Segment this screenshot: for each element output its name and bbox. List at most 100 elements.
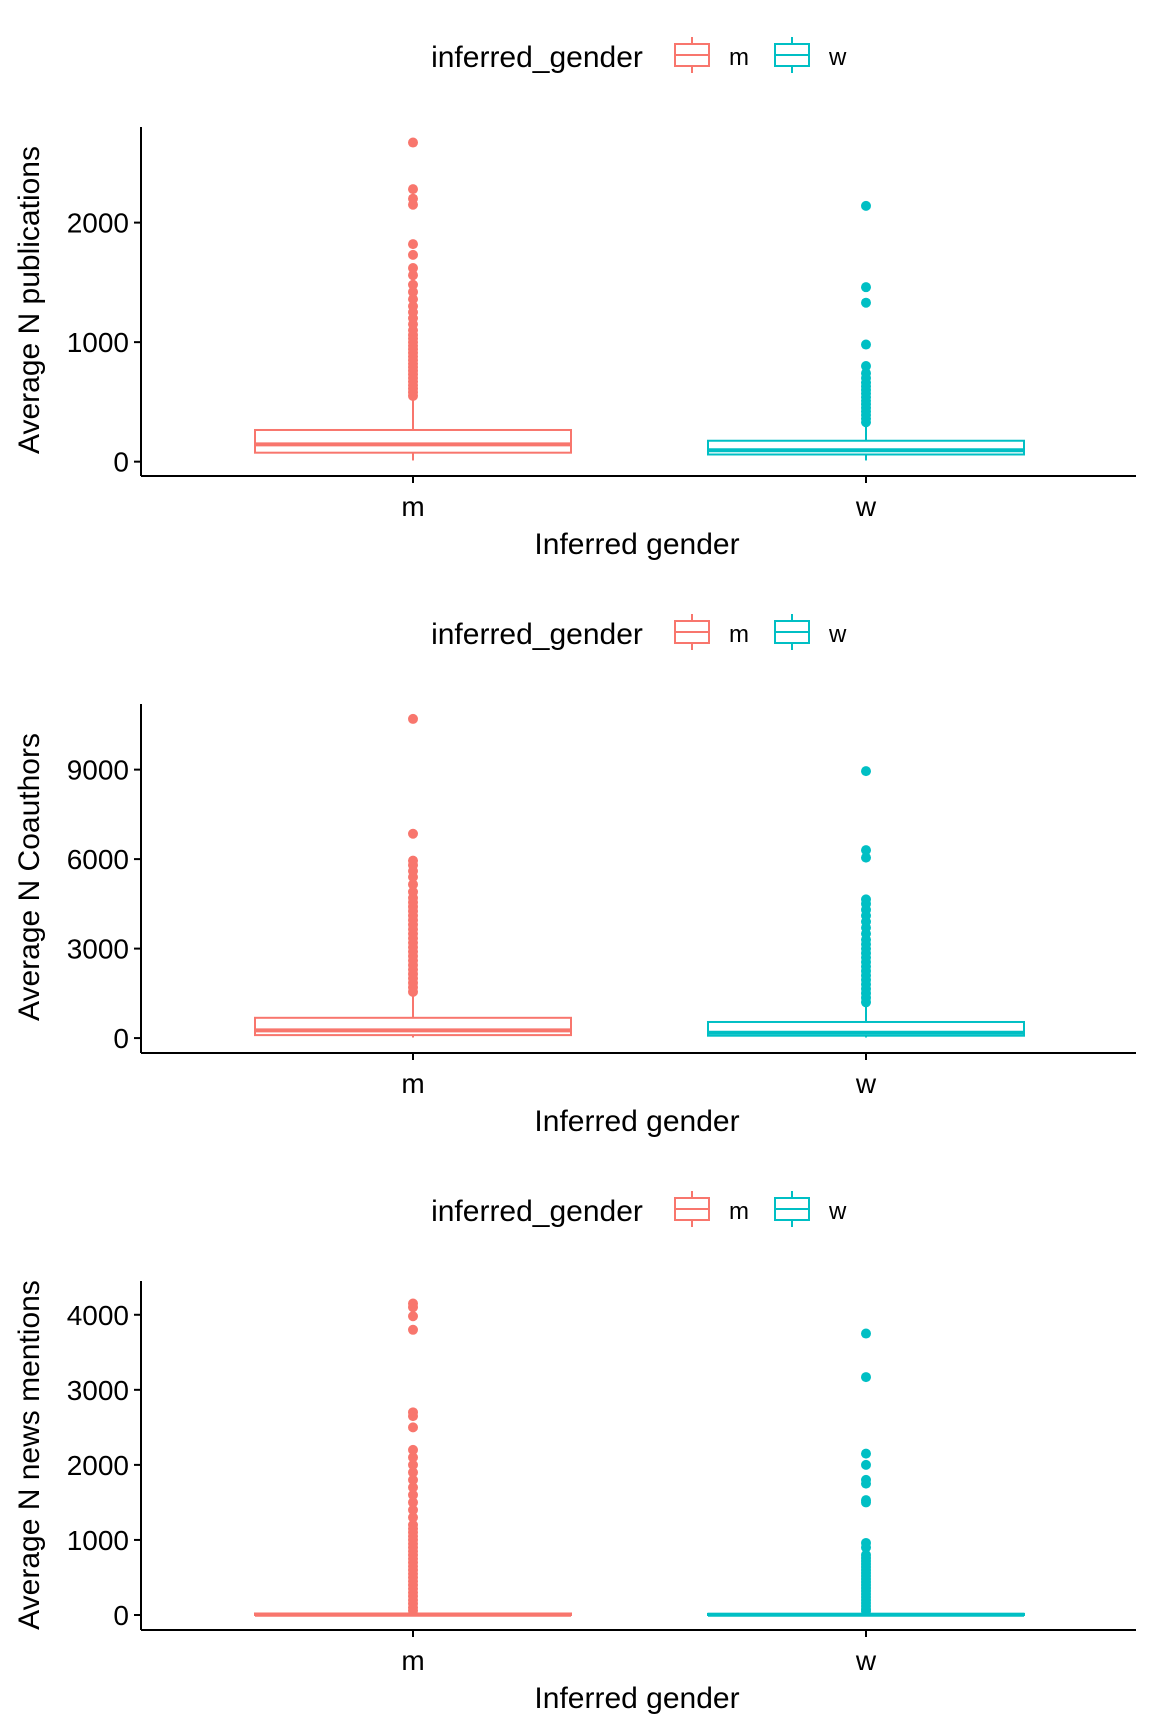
- outlier-point: [408, 1497, 418, 1508]
- outlier-point: [408, 828, 418, 839]
- outlier-point: [408, 263, 418, 274]
- outlier-point: [408, 239, 418, 250]
- legend: inferred_gender m w: [431, 1191, 847, 1228]
- y-axis-title: Average N publications: [13, 146, 46, 454]
- outlier-point: [408, 1512, 418, 1523]
- outlier-point: [408, 1467, 418, 1478]
- box-iqr: [254, 428, 572, 454]
- x-tick-label: w: [855, 1645, 877, 1676]
- box-m: [254, 1298, 572, 1617]
- x-tick-label: w: [855, 491, 877, 522]
- outlier-point: [861, 282, 871, 293]
- plot-area: 0 1000 2000 m w: [67, 127, 1136, 522]
- legend-title: inferred_gender: [431, 618, 643, 651]
- outlier-point: [408, 294, 418, 305]
- outlier-point: [408, 1452, 418, 1463]
- y-tick-label: 1000: [67, 327, 129, 358]
- legend-title: inferred_gender: [431, 41, 643, 74]
- box-iqr: [707, 439, 1025, 456]
- legend-label-w: w: [828, 1198, 847, 1225]
- outlier-point: [408, 1504, 418, 1515]
- legend-key-m: [674, 614, 710, 650]
- outlier-point: [408, 1482, 418, 1493]
- outlier-point: [408, 249, 418, 260]
- outlier-point: [408, 1444, 418, 1455]
- outlier-point: [408, 713, 418, 724]
- x-tick-label: m: [401, 1645, 424, 1676]
- y-tick-label: 4000: [67, 1300, 129, 1331]
- panel-publications: inferred_gender m w 0 1000 2000 m w Inferred…: [13, 37, 1136, 561]
- outlier-point: [408, 270, 418, 281]
- box-m: [254, 137, 572, 461]
- legend-key-w: [774, 1191, 810, 1227]
- outlier-point: [408, 279, 418, 290]
- legend-label-m: m: [729, 1198, 749, 1225]
- outlier-point: [408, 301, 418, 312]
- outlier-point: [861, 368, 871, 379]
- outlier-point: [408, 879, 418, 890]
- outlier-point: [861, 1459, 871, 1470]
- outlier-point: [408, 1519, 418, 1530]
- outlier-point: [408, 1311, 418, 1322]
- outlier-point: [861, 1328, 871, 1339]
- outlier-point: [408, 1422, 418, 1433]
- outlier-point: [861, 852, 871, 863]
- x-axis-title: Inferred gender: [534, 1105, 739, 1138]
- box-w: [707, 1328, 1025, 1617]
- plot-area: 0 3000 6000 9000 m w: [67, 704, 1136, 1099]
- y-tick-label: 9000: [67, 755, 129, 786]
- y-axis-title: Average N Coauthors: [13, 733, 46, 1021]
- outlier-point: [861, 766, 871, 777]
- outlier-point: [408, 1459, 418, 1470]
- outlier-point: [861, 1448, 871, 1459]
- outlier-point: [408, 286, 418, 297]
- legend-label-w: w: [828, 44, 847, 71]
- outlier-point: [408, 1489, 418, 1500]
- legend-label-w: w: [828, 621, 847, 648]
- x-tick-label: w: [855, 1068, 877, 1099]
- outlier-point: [408, 137, 418, 148]
- outlier-point: [408, 193, 418, 204]
- outlier-point: [861, 361, 871, 372]
- legend-key-w: [774, 614, 810, 650]
- y-tick-label: 0: [113, 447, 129, 478]
- y-tick-label: 3000: [67, 934, 129, 965]
- y-tick-label: 3000: [67, 1375, 129, 1406]
- outlier-point: [861, 1474, 871, 1485]
- legend-key-m: [674, 1191, 710, 1227]
- x-tick-label: m: [401, 491, 424, 522]
- y-tick-label: 2000: [67, 1450, 129, 1481]
- y-tick-label: 0: [113, 1023, 129, 1054]
- legend: inferred_gender m w: [431, 37, 847, 74]
- panel-coauthors: inferred_gender m w 0 3000 6000 9000 m w Infe…: [13, 614, 1136, 1138]
- outlier-point: [408, 1407, 418, 1418]
- legend-title: inferred_gender: [431, 1195, 643, 1228]
- y-tick-label: 6000: [67, 844, 129, 875]
- outlier-point: [408, 184, 418, 195]
- outlier-point: [861, 339, 871, 350]
- x-tick-label: m: [401, 1068, 424, 1099]
- y-axis-title: Average N news mentions: [13, 1280, 46, 1630]
- legend-label-m: m: [729, 621, 749, 648]
- box-w: [707, 200, 1025, 461]
- box-iqr: [254, 1016, 572, 1037]
- outlier-point: [408, 855, 418, 866]
- plot-area: 0 1000 2000 3000 4000 m w: [67, 1281, 1136, 1676]
- outlier-point: [861, 894, 871, 905]
- y-tick-label: 1000: [67, 1525, 129, 1556]
- y-tick-label: 2000: [67, 208, 129, 239]
- legend: inferred_gender m w: [431, 614, 847, 651]
- outlier-point: [408, 1474, 418, 1485]
- x-axis-title: Inferred gender: [534, 528, 739, 561]
- outlier-point: [861, 1549, 871, 1560]
- y-tick-label: 0: [113, 1600, 129, 1631]
- box-w: [707, 766, 1025, 1038]
- legend-key-m: [674, 37, 710, 73]
- box-m: [254, 713, 572, 1038]
- outlier-point: [408, 1324, 418, 1335]
- outlier-point: [861, 200, 871, 211]
- outlier-point: [861, 1372, 871, 1383]
- outlier-point: [861, 297, 871, 308]
